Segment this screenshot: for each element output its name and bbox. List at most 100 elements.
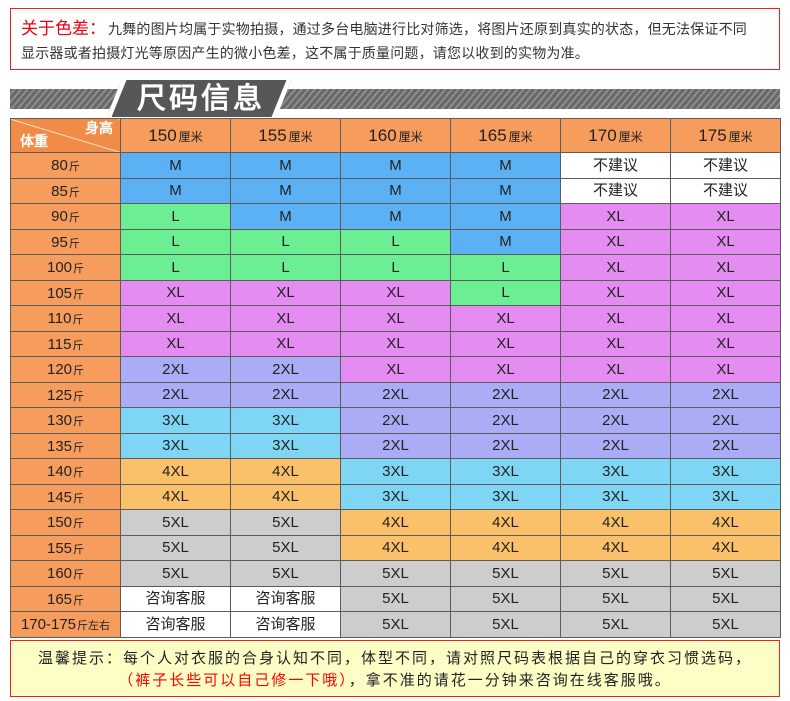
weight-row-label: 80斤 [10, 152, 121, 179]
size-cell: 4XL [230, 458, 341, 485]
size-cell: M [230, 177, 341, 204]
size-cell: 5XL [450, 585, 561, 612]
height-unit: 厘米 [178, 130, 203, 144]
weight-row-label: 160斤 [10, 560, 121, 587]
size-cell: 5XL [120, 534, 231, 561]
weight-value: 170-175 [20, 616, 77, 634]
weight-unit: 斤 [73, 466, 85, 480]
size-cell: 咨询客服 [230, 611, 341, 638]
size-cell: XL [670, 279, 781, 306]
size-cell: XL [230, 330, 341, 357]
weight-unit: 斤 [73, 440, 85, 454]
weight-value: 150 [46, 514, 73, 532]
weight-unit: 斤 [73, 287, 85, 301]
weight-unit: 斤 [73, 364, 85, 378]
table-row: 80斤 M M M M 不建议 不建议 [10, 152, 781, 179]
size-cell: L [230, 228, 341, 255]
tip-highlight: （裤子长些可以自己修一下哦） [118, 671, 349, 689]
size-cell: M [450, 152, 561, 179]
color-notice-text: 九舞的图片均属于实物拍摄，通过多台电脑进行比对筛选，将图片还原到真实的状态，但无… [108, 22, 747, 38]
size-cell: 4XL [230, 483, 341, 510]
size-cell: M [340, 177, 451, 204]
size-cell: 5XL [230, 509, 341, 536]
weight-value: 135 [46, 437, 73, 455]
size-cell: XL [560, 279, 671, 306]
size-cell: 不建议 [670, 177, 781, 204]
size-cell: 2XL [670, 407, 781, 434]
size-cell: 不建议 [560, 177, 671, 204]
weight-unit: 斤 [72, 338, 84, 352]
height-column-header: 170 厘米 [560, 118, 671, 153]
weight-row-label: 95斤 [10, 228, 121, 255]
weight-value: 160 [46, 565, 73, 583]
size-cell: L [120, 203, 231, 230]
size-cell: 咨询客服 [230, 585, 341, 612]
table-row: 145斤 4XL 4XL 3XL 3XL 3XL 3XL [10, 483, 781, 510]
table-row: 155斤 5XL 5XL 4XL 4XL 4XL 4XL [10, 534, 781, 561]
section-banner: 尺码信息 [10, 80, 780, 117]
height-column-header: 165 厘米 [450, 118, 561, 153]
size-cell: XL [670, 203, 781, 230]
weight-unit: 斤 [73, 517, 85, 531]
size-cell: L [120, 254, 231, 281]
weight-unit: 斤 [73, 593, 85, 607]
size-cell: 5XL [120, 509, 231, 536]
size-cell: 4XL [560, 534, 671, 561]
size-cell: 4XL [120, 483, 231, 510]
size-cell: 4XL [670, 534, 781, 561]
table-row: 160斤 5XL 5XL 5XL 5XL 5XL 5XL [10, 560, 781, 587]
weight-row-label: 110斤 [10, 305, 121, 332]
table-row: 120斤 2XL 2XL XL XL XL XL [10, 356, 781, 383]
size-chart-table: 身高 体重 150 厘米 155 厘米 160 厘米 165 厘米 170 厘米 175 厘米 80斤… [10, 118, 781, 638]
height-column-header: 150 厘米 [120, 118, 231, 153]
table-row: 125斤 2XL 2XL 2XL 2XL 2XL 2XL [10, 381, 781, 408]
weight-row-label: 155斤 [10, 534, 121, 561]
weight-row-label: 90斤 [10, 203, 121, 230]
color-notice-title: 关于色差： [21, 19, 106, 39]
size-cell: L [230, 254, 341, 281]
weight-row-label: 115斤 [10, 330, 121, 357]
size-cell: L [340, 228, 451, 255]
height-unit: 厘米 [508, 130, 533, 144]
table-row: 85斤 M M M M 不建议 不建议 [10, 177, 781, 204]
size-cell: 5XL [560, 611, 671, 638]
size-cell: 不建议 [560, 152, 671, 179]
size-cell: 5XL [450, 611, 561, 638]
size-cell: 5XL [230, 560, 341, 587]
size-cell: 3XL [560, 458, 671, 485]
size-cell: XL [120, 279, 231, 306]
size-cell: XL [560, 228, 671, 255]
size-cell: 4XL [340, 509, 451, 536]
size-cell: XL [450, 356, 561, 383]
size-cell: XL [560, 356, 671, 383]
table-row: 165斤 咨询客服 咨询客服 5XL 5XL 5XL 5XL [10, 585, 781, 612]
size-cell: M [120, 152, 231, 179]
table-header-row: 身高 体重 150 厘米 155 厘米 160 厘米 165 厘米 170 厘米 175 厘米 [10, 118, 781, 153]
size-cell: XL [670, 254, 781, 281]
weight-unit: 斤 [68, 185, 80, 199]
table-header: 身高 体重 150 厘米 155 厘米 160 厘米 165 厘米 170 厘米 175 厘米 [10, 118, 781, 153]
weight-unit: 斤 [73, 262, 85, 276]
size-cell: 2XL [560, 381, 671, 408]
weight-unit: 斤 [72, 313, 84, 327]
size-cell: 2XL [230, 381, 341, 408]
color-notice-line: 关于色差： 九舞的图片均属于实物拍摄，通过多台电脑进行比对筛选，将图片还原到真实的… [21, 17, 779, 42]
color-notice-text: 显示器或者拍摄灯光等原因产生的微小色差，这不属于质量问题，请您以收到的实物为准。 [21, 46, 589, 62]
height-unit: 厘米 [618, 130, 643, 144]
size-cell: XL [670, 356, 781, 383]
size-cell: M [340, 152, 451, 179]
weight-row-label: 145斤 [10, 483, 121, 510]
size-cell: M [450, 228, 561, 255]
size-cell: 5XL [670, 560, 781, 587]
size-cell: XL [670, 330, 781, 357]
table-corner-header: 身高 体重 [10, 118, 121, 153]
weight-row-label: 105斤 [10, 279, 121, 306]
size-cell: 2XL [560, 407, 671, 434]
table-body: 80斤 M M M M 不建议 不建议 85斤 M M M M 不建议 不建议 90斤 L M M M XL XL 95斤… [10, 152, 781, 638]
size-cell: XL [340, 330, 451, 357]
height-unit: 厘米 [398, 130, 423, 144]
table-row: 110斤 XL XL XL XL XL XL [10, 305, 781, 332]
size-cell: 3XL [230, 432, 341, 459]
weight-value: 80 [51, 157, 68, 175]
size-cell: 3XL [120, 407, 231, 434]
